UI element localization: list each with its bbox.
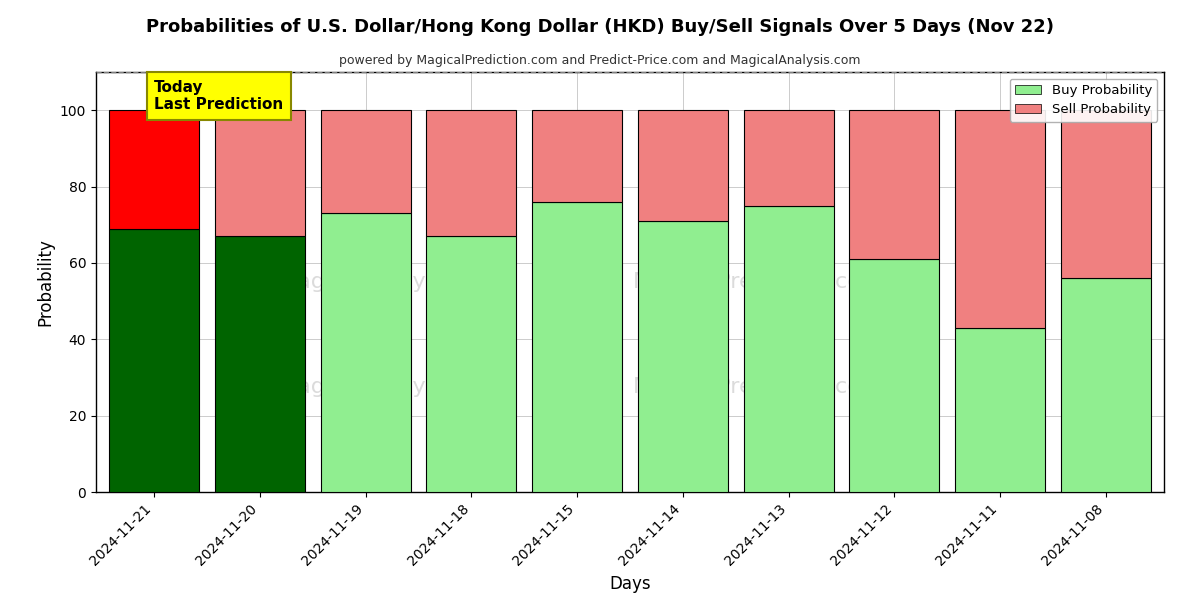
- Bar: [744, 110, 834, 206]
- Y-axis label: Probability: Probability: [36, 238, 54, 326]
- Bar: [850, 259, 940, 492]
- Bar: [744, 206, 834, 492]
- Bar: [955, 328, 1045, 492]
- Text: MagicalPrediction.com: MagicalPrediction.com: [632, 272, 883, 292]
- Bar: [215, 110, 305, 236]
- Bar: [215, 236, 305, 492]
- Text: Probabilities of U.S. Dollar/Hong Kong Dollar (HKD) Buy/Sell Signals Over 5 Days: Probabilities of U.S. Dollar/Hong Kong D…: [146, 18, 1054, 36]
- Bar: [426, 236, 516, 492]
- Text: Today
Last Prediction: Today Last Prediction: [154, 80, 283, 112]
- Bar: [638, 221, 728, 492]
- Legend: Buy Probability, Sell Probability: Buy Probability, Sell Probability: [1009, 79, 1158, 122]
- Bar: [850, 110, 940, 259]
- Bar: [320, 110, 410, 213]
- Bar: [638, 110, 728, 221]
- Text: MagicalAnalysis.com: MagicalAnalysis.com: [280, 272, 511, 292]
- Bar: [1061, 278, 1151, 492]
- Bar: [1061, 110, 1151, 278]
- Bar: [109, 110, 199, 229]
- X-axis label: Days: Days: [610, 575, 650, 593]
- Bar: [532, 110, 622, 202]
- Bar: [320, 213, 410, 492]
- Bar: [109, 229, 199, 492]
- Text: powered by MagicalPrediction.com and Predict-Price.com and MagicalAnalysis.com: powered by MagicalPrediction.com and Pre…: [340, 54, 860, 67]
- Bar: [955, 110, 1045, 328]
- Text: MagicalAnalysis.com: MagicalAnalysis.com: [280, 377, 511, 397]
- Bar: [532, 202, 622, 492]
- Text: MagicalPrediction.com: MagicalPrediction.com: [632, 377, 883, 397]
- Bar: [426, 110, 516, 236]
